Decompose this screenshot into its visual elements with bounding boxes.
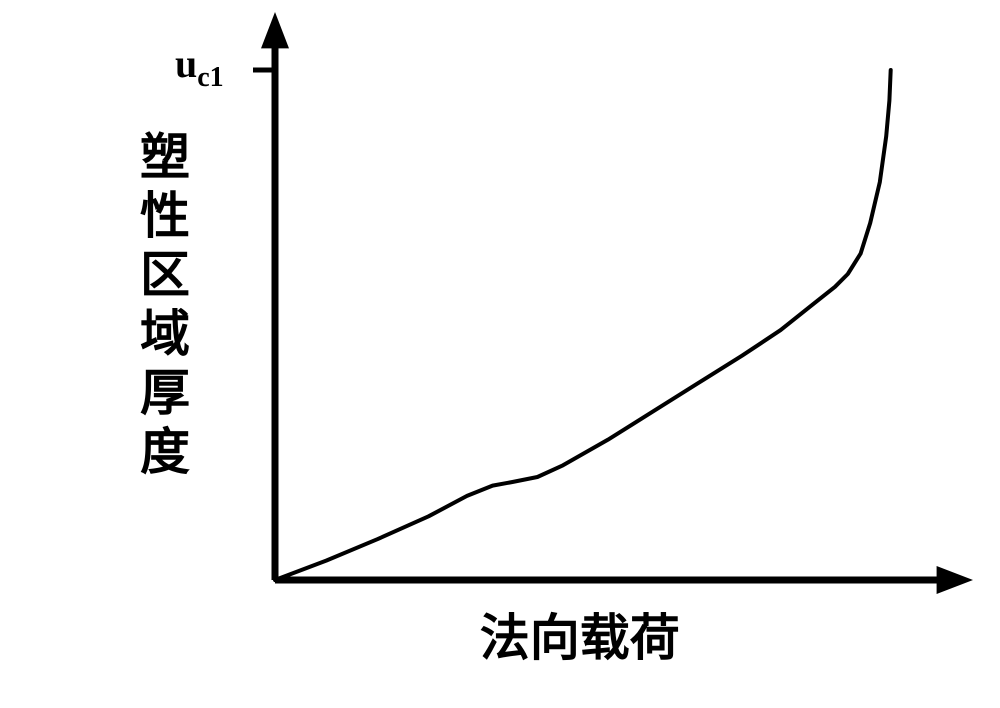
x-axis-label: 法向载荷	[480, 598, 680, 670]
y-tick-label-uc1: uc1	[175, 40, 224, 94]
chart-container: 塑性区域厚度 法向载荷 uc1	[0, 0, 1000, 708]
y-tick-label-sub: c1	[197, 62, 223, 93]
y-tick-label-main: u	[175, 41, 197, 86]
y-axis-label: 塑性区域厚度	[125, 130, 197, 484]
